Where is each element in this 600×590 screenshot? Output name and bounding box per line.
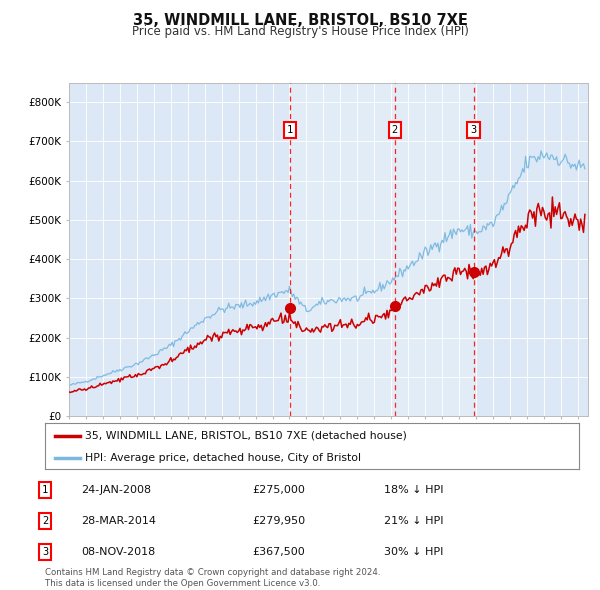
Text: £275,000: £275,000 [252, 486, 305, 495]
Text: 08-NOV-2018: 08-NOV-2018 [81, 547, 155, 556]
Text: £367,500: £367,500 [252, 547, 305, 556]
Text: £279,950: £279,950 [252, 516, 305, 526]
Text: Contains HM Land Registry data © Crown copyright and database right 2024.
This d: Contains HM Land Registry data © Crown c… [45, 568, 380, 588]
Text: 18% ↓ HPI: 18% ↓ HPI [384, 486, 443, 495]
Text: 3: 3 [42, 547, 48, 556]
Text: HPI: Average price, detached house, City of Bristol: HPI: Average price, detached house, City… [85, 453, 361, 463]
Text: 21% ↓ HPI: 21% ↓ HPI [384, 516, 443, 526]
Text: 35, WINDMILL LANE, BRISTOL, BS10 7XE (detached house): 35, WINDMILL LANE, BRISTOL, BS10 7XE (de… [85, 431, 407, 441]
Text: 2: 2 [42, 516, 48, 526]
Text: 1: 1 [287, 124, 293, 135]
Text: 3: 3 [470, 124, 476, 135]
Bar [290, 83, 473, 416]
Text: 28-MAR-2014: 28-MAR-2014 [81, 516, 156, 526]
Text: 35, WINDMILL LANE, BRISTOL, BS10 7XE: 35, WINDMILL LANE, BRISTOL, BS10 7XE [133, 13, 467, 28]
Text: 24-JAN-2008: 24-JAN-2008 [81, 486, 151, 495]
Text: 1: 1 [42, 486, 48, 495]
Text: 2: 2 [392, 124, 398, 135]
Text: 30% ↓ HPI: 30% ↓ HPI [384, 547, 443, 556]
Text: Price paid vs. HM Land Registry's House Price Index (HPI): Price paid vs. HM Land Registry's House … [131, 25, 469, 38]
